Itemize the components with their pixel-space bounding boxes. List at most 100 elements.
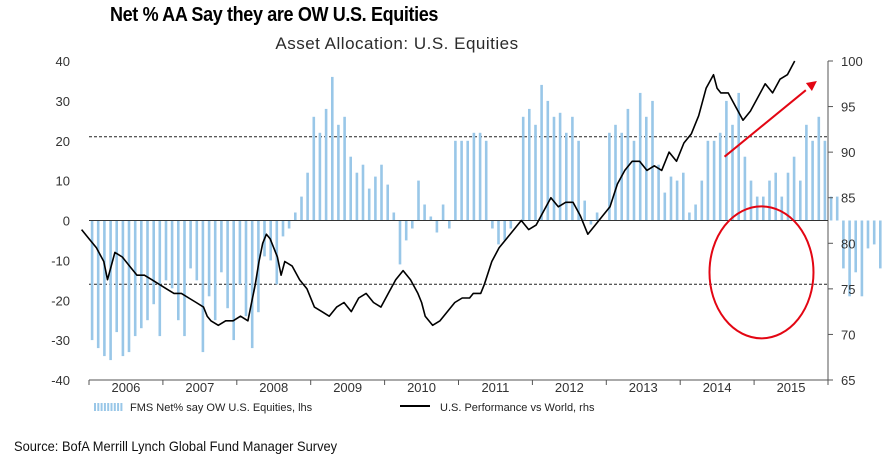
bar — [226, 220, 229, 309]
x-axis: 2006 2007 2008 2009 2010 2011 2012 2013 2014 2015 — [88, 380, 829, 395]
right-axis: 100 95 90 85 80 75 70 65 — [828, 54, 863, 388]
bar — [472, 132, 476, 221]
bar — [608, 132, 611, 221]
bar — [213, 220, 217, 321]
bar — [454, 140, 457, 221]
bar — [669, 176, 673, 221]
annotations — [708, 81, 817, 340]
bar — [780, 196, 784, 221]
bar — [509, 220, 513, 229]
bar — [842, 220, 845, 269]
bar — [392, 212, 396, 221]
bar — [558, 112, 562, 221]
bar — [355, 172, 359, 221]
bar — [651, 100, 654, 221]
bar — [528, 108, 531, 221]
bar — [170, 220, 174, 289]
legend-bar-label: FMS Net% say OW U.S. Equities, lhs — [130, 402, 313, 414]
bar — [158, 220, 162, 337]
bar — [90, 220, 94, 341]
highlight-ellipse — [708, 205, 815, 340]
x-tick-label: 2014 — [703, 380, 732, 395]
bar — [706, 140, 710, 221]
bar — [614, 124, 617, 221]
right-tick-label: 90 — [841, 145, 855, 160]
bar — [540, 84, 543, 221]
left-tick-label: -30 — [51, 333, 70, 348]
bar — [435, 220, 439, 233]
bar — [361, 164, 365, 221]
bar — [429, 216, 433, 221]
x-tick-label: 2013 — [629, 380, 658, 395]
bar — [632, 140, 636, 221]
bar — [423, 204, 426, 221]
bar — [343, 116, 346, 221]
legend-line-label: U.S. Performance vs World, rhs — [440, 402, 595, 414]
bar — [417, 180, 420, 221]
legend-bar-stripe — [117, 403, 120, 411]
x-tick-label: 2015 — [777, 380, 806, 395]
bar — [546, 100, 550, 221]
bar — [552, 116, 556, 221]
legend-bar-stripe — [97, 403, 100, 411]
bar — [374, 176, 377, 221]
bar — [491, 220, 494, 229]
bar — [146, 220, 149, 321]
bar — [860, 220, 864, 297]
bar — [478, 132, 482, 221]
x-tick-label: 2006 — [111, 380, 140, 395]
x-tick-label: 2012 — [555, 380, 584, 395]
bar — [792, 156, 796, 221]
bar — [189, 220, 192, 269]
bar — [829, 196, 833, 221]
bar — [404, 220, 408, 241]
chart-title: Asset Allocation: U.S. Equities — [275, 34, 518, 53]
bar — [195, 220, 199, 281]
right-tick-label: 65 — [841, 373, 855, 388]
bar — [534, 124, 537, 221]
bar — [287, 220, 291, 229]
bar — [337, 124, 340, 221]
left-tick-label: 20 — [56, 134, 70, 149]
bar — [589, 220, 593, 225]
bar — [577, 140, 580, 221]
bar — [638, 92, 642, 221]
bar — [152, 220, 155, 305]
left-axis: 40 30 20 10 0 -10 -20 -30 -40 — [51, 54, 70, 388]
bar — [294, 212, 297, 221]
bar — [250, 220, 254, 349]
bar — [367, 188, 371, 221]
bar — [700, 180, 704, 221]
bar — [694, 204, 697, 221]
x-tick-label: 2007 — [185, 380, 214, 395]
bar — [232, 220, 235, 341]
bar — [133, 220, 137, 337]
bar — [743, 156, 747, 221]
bar — [96, 220, 100, 349]
bar — [312, 116, 316, 221]
x-tick-label: 2010 — [407, 380, 436, 395]
bar — [755, 196, 759, 221]
bar — [725, 100, 728, 221]
bar — [448, 220, 451, 229]
bar — [762, 196, 765, 221]
legend: FMS Net% say OW U.S. Equities, lhs U.S. … — [93, 402, 595, 414]
x-tick-label: 2008 — [259, 380, 288, 395]
performance-line — [80, 60, 796, 327]
bar — [207, 220, 211, 297]
bar — [331, 76, 334, 221]
bar — [127, 220, 131, 353]
bar — [183, 220, 186, 337]
bar — [872, 220, 876, 245]
left-tick-label: -20 — [51, 293, 70, 308]
right-tick-label: 85 — [841, 191, 855, 206]
left-tick-label: 40 — [56, 54, 70, 69]
bar — [663, 192, 667, 221]
bar — [275, 220, 279, 285]
legend-bar-stripe — [120, 403, 123, 411]
left-tick-label: 0 — [63, 214, 70, 229]
right-tick-label: 75 — [841, 282, 855, 297]
bar — [121, 220, 125, 357]
x-tick-label: 2009 — [333, 380, 362, 395]
bar — [712, 140, 716, 221]
